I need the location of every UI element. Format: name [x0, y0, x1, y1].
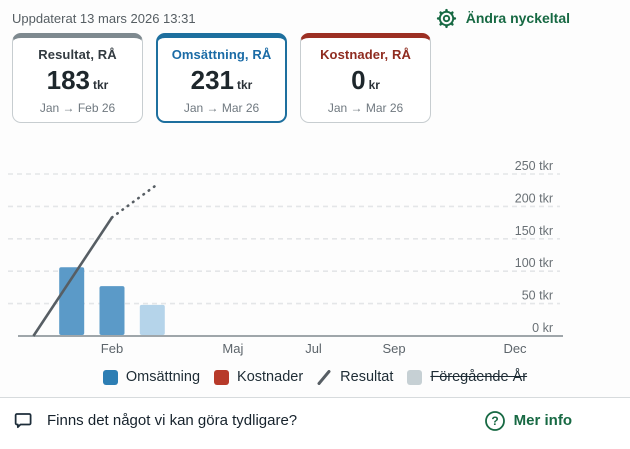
revenue-chart: 250 tkr 200 tkr 150 tkr 100 tkr 50 tkr 0 kr Fe… [8, 159, 563, 356]
kpi-value: 231 [190, 65, 235, 95]
svg-text:100 tkr: 100 tkr [515, 256, 553, 270]
svg-text:Maj: Maj [222, 341, 243, 356]
kpi-cards: Resultat, RÅ 183 tkr Jan → Feb 26 Omsättn… [12, 33, 431, 123]
kpi-unit: kr [368, 78, 380, 92]
edit-kpi-button[interactable]: Ändra nyckeltal [436, 8, 570, 29]
legend-label: Föregående År [430, 369, 528, 385]
svg-text:50 tkr: 50 tkr [522, 289, 553, 303]
kpi-unit: tkr [93, 78, 109, 92]
kpi-period: Jan → Feb 26 [39, 101, 116, 115]
kpi-period: Jan → Mar 26 [327, 101, 404, 115]
square-swatch-icon [407, 369, 423, 385]
svg-text:0 kr: 0 kr [532, 321, 553, 335]
square-swatch-icon [214, 369, 230, 385]
kpi-title: Kostnader, RÅ [320, 47, 411, 62]
svg-text:250 tkr: 250 tkr [515, 159, 553, 173]
more-info-label: Mer info [513, 412, 572, 429]
kpi-card-omsattning[interactable]: Omsättning, RÅ 231 tkr Jan → Mar 26 [156, 33, 287, 123]
question-circle-icon: ? [484, 410, 506, 432]
square-swatch-icon [102, 369, 118, 385]
kpi-title: Omsättning, RÅ [171, 47, 272, 62]
svg-text:200 tkr: 200 tkr [515, 191, 553, 205]
legend-label: Omsättning [125, 369, 201, 385]
legend-item-f-reg-ende-r[interactable]: Föregående År [407, 369, 527, 385]
svg-text:Sep: Sep [383, 341, 406, 356]
kpi-value: 0 [351, 65, 366, 95]
svg-text:Jul: Jul [305, 341, 322, 356]
speech-bubble-icon [12, 409, 36, 433]
line-swatch-icon [317, 369, 331, 385]
legend-label: Kostnader [237, 369, 304, 385]
last-updated-text: Uppdaterat 13 mars 2026 13:31 [12, 10, 196, 26]
legend-label: Resultat [340, 369, 394, 385]
kpi-unit: tkr [237, 78, 253, 92]
legend-item-resultat[interactable]: Resultat [317, 369, 393, 385]
gear-icon [436, 8, 457, 29]
footer: Finns det något vi kan göra tydligare? ?… [0, 397, 630, 449]
chart-legend: Omsättning Kostnader Resultat Föregående År [0, 369, 630, 385]
edit-kpi-label: Ändra nyckeltal [465, 10, 570, 26]
header: Uppdaterat 13 mars 2026 13:31 [0, 0, 630, 30]
svg-text:Dec: Dec [503, 341, 527, 356]
kpi-period: Jan → Mar 26 [183, 101, 260, 115]
kpi-value-row: 183 tkr [13, 65, 142, 96]
svg-text:150 tkr: 150 tkr [515, 224, 553, 238]
feedback-question-text: Finns det något vi kan göra tydligare? [47, 412, 298, 429]
svg-text:?: ? [491, 414, 498, 428]
feedback-link[interactable]: Finns det något vi kan göra tydligare? [12, 409, 297, 433]
kpi-card-resultat[interactable]: Resultat, RÅ 183 tkr Jan → Feb 26 [12, 33, 143, 123]
legend-item-oms-ttning[interactable]: Omsättning [102, 369, 201, 385]
legend-item-kostnader[interactable]: Kostnader [214, 369, 303, 385]
svg-text:Feb: Feb [101, 341, 123, 356]
kpi-value: 183 [46, 65, 91, 95]
kpi-value-row: 0 kr [301, 65, 430, 96]
kpi-value-row: 231 tkr [158, 65, 285, 96]
more-info-link[interactable]: ? Mer info [484, 410, 572, 432]
kpi-title: Resultat, RÅ [38, 47, 117, 62]
kpi-card-kostnader[interactable]: Kostnader, RÅ 0 kr Jan → Mar 26 [300, 33, 431, 123]
